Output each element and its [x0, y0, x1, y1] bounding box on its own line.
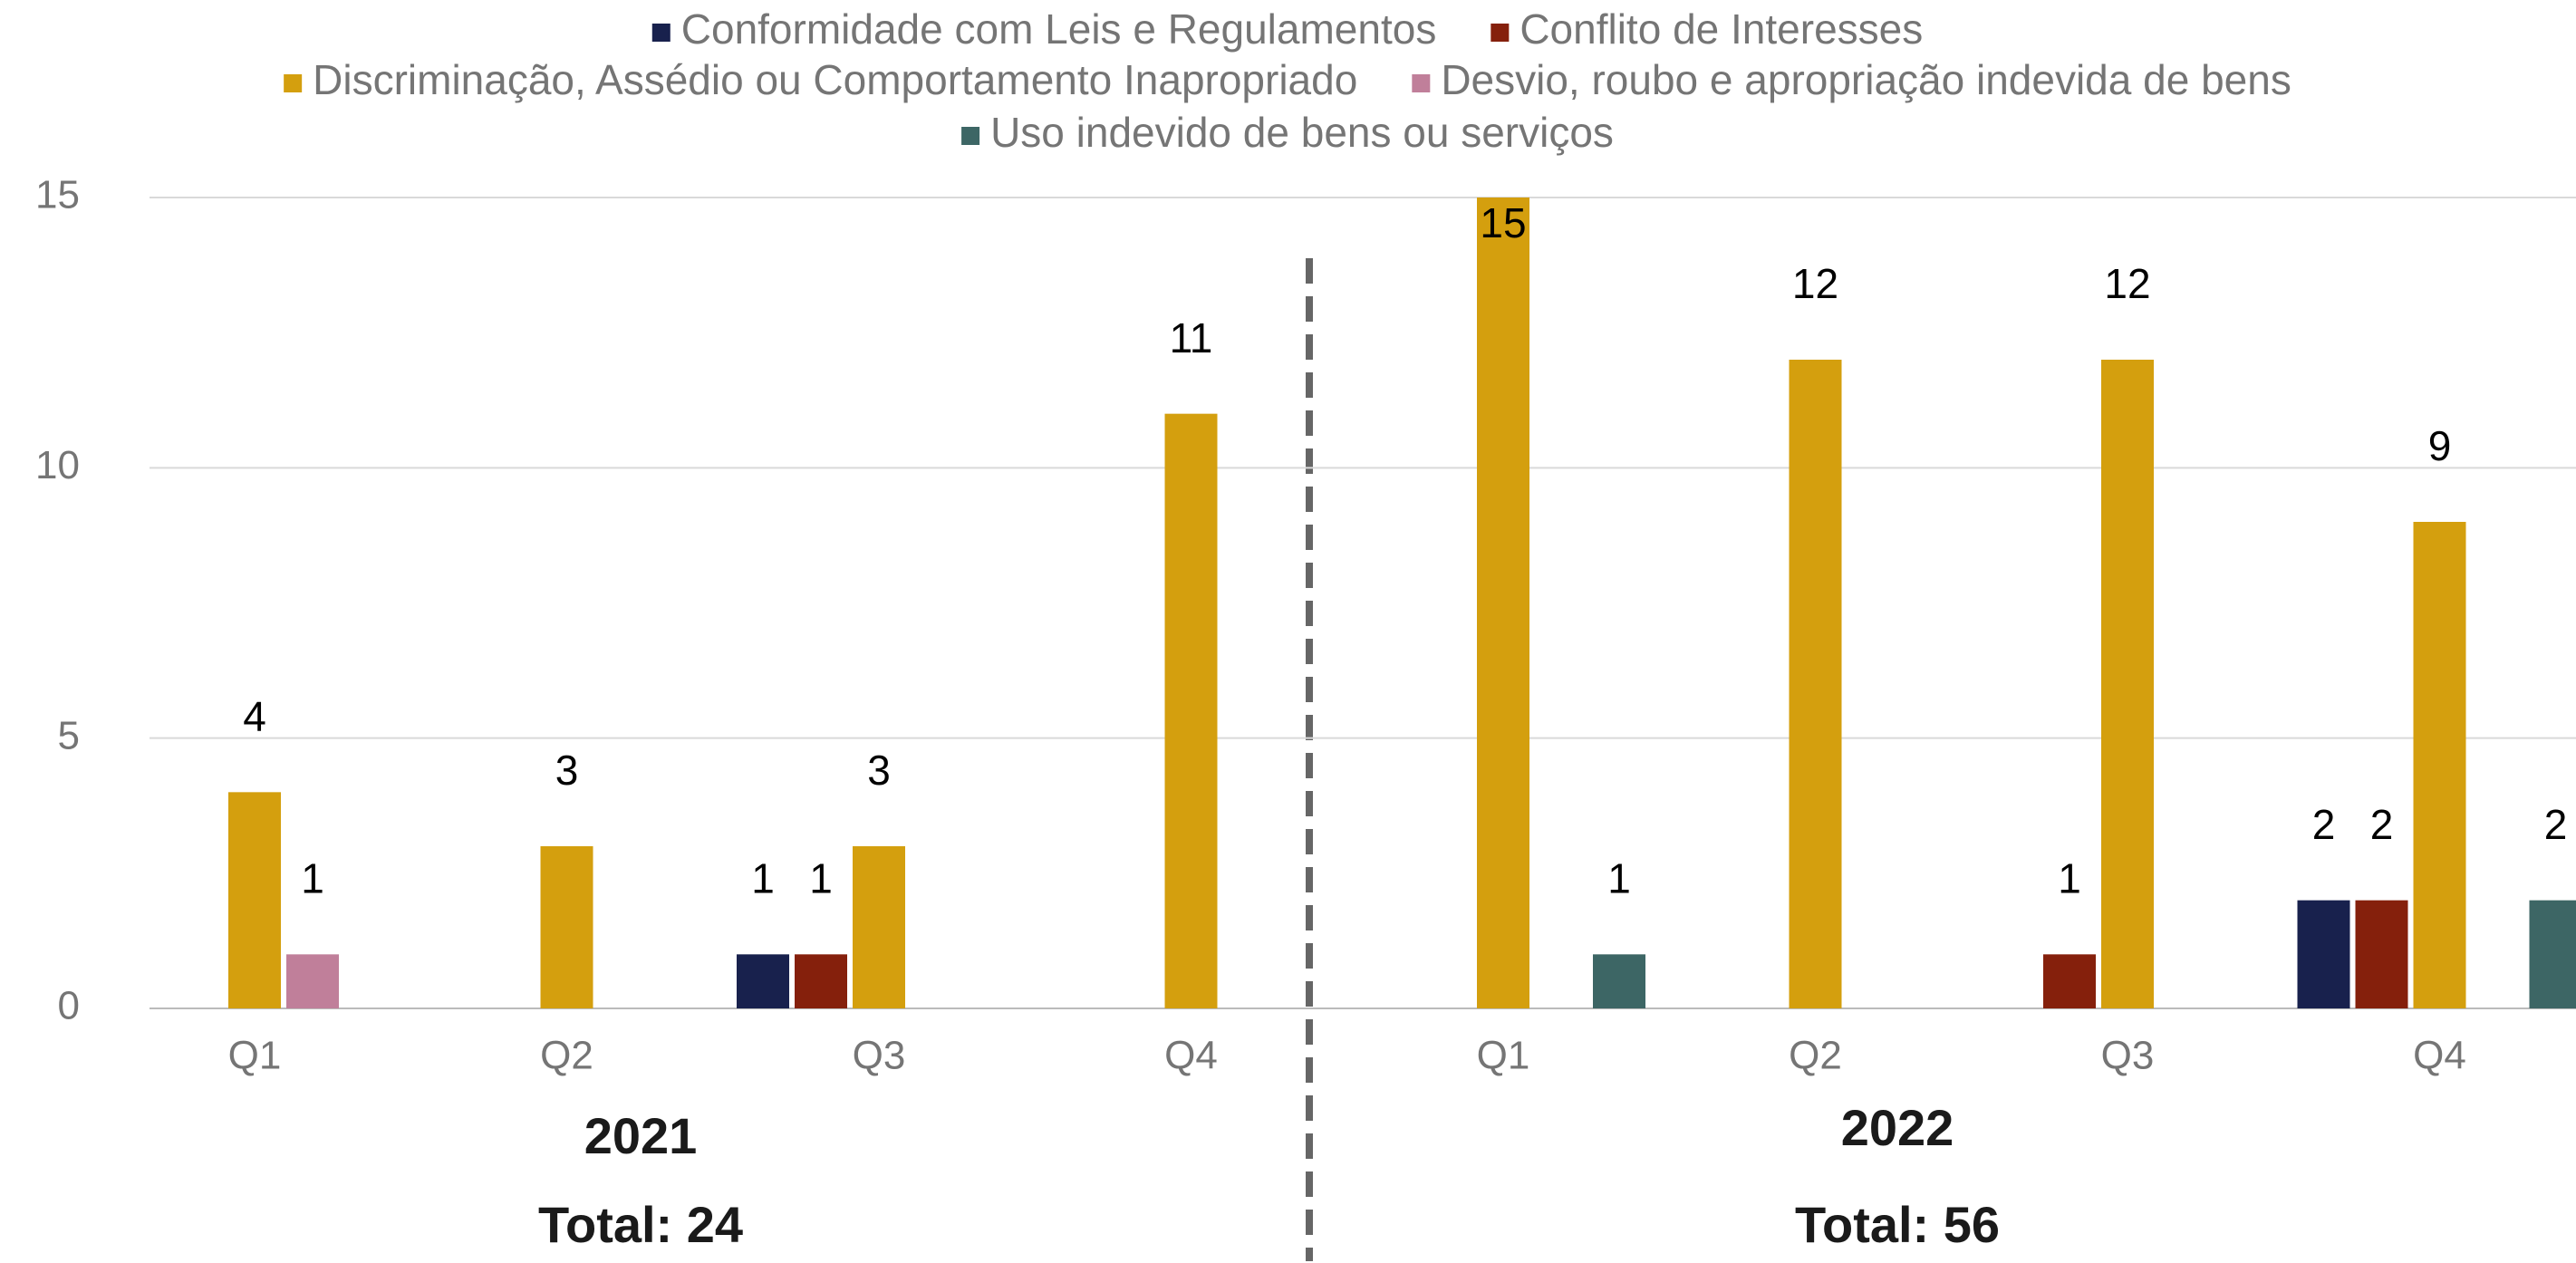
- legend-swatch: [284, 74, 303, 92]
- legend-swatch: [1491, 24, 1510, 42]
- bar: [737, 954, 789, 1008]
- bar: [1593, 954, 1645, 1008]
- legend-label: Uso indevido de bens ou serviços: [990, 109, 1614, 156]
- legend-swatch: [651, 24, 671, 42]
- bar: [1477, 198, 1529, 1008]
- x-tick-label: Q2: [1789, 1034, 1842, 1078]
- data-label: 12: [2104, 260, 2150, 307]
- bar: [2101, 360, 2154, 1008]
- legend-label: Conflito de Interesses: [1520, 5, 1923, 53]
- bar: [540, 846, 593, 1008]
- data-label: 3: [555, 747, 579, 794]
- data-label: 9: [2428, 422, 2452, 469]
- bar: [2043, 954, 2096, 1008]
- bar: [228, 792, 281, 1008]
- data-label: 2: [2312, 801, 2336, 848]
- data-label: 4: [243, 692, 266, 739]
- data-label: 1: [751, 854, 775, 901]
- data-label: 2: [2370, 801, 2394, 848]
- x-tick-label: Q4: [2413, 1034, 2466, 1078]
- legend-swatch: [1412, 74, 1431, 92]
- bar: [795, 954, 847, 1008]
- data-label: 15: [1480, 199, 1526, 246]
- bar: [1164, 413, 1218, 1009]
- data-label: 1: [301, 854, 324, 901]
- legend-label: Desvio, roubo e apropriação indevida de …: [1441, 56, 2291, 103]
- x-tick-label: Q1: [228, 1034, 282, 1078]
- bar: [2529, 900, 2576, 1008]
- x-tick-label: Q1: [1477, 1034, 1530, 1078]
- bar: [2297, 900, 2350, 1008]
- data-label: 2: [2544, 801, 2568, 848]
- legend-swatch: [961, 127, 980, 145]
- legend-label: Discriminação, Assédio ou Comportamento …: [313, 56, 1357, 103]
- data-label: 1: [809, 854, 833, 901]
- x-tick-label: Q4: [1164, 1034, 1218, 1078]
- x-tick-label: Q3: [2101, 1034, 2155, 1078]
- y-tick-label: 5: [58, 713, 80, 757]
- data-label: 12: [1792, 260, 1838, 307]
- data-label: 1: [1607, 854, 1631, 901]
- y-tick-label: 15: [35, 173, 80, 217]
- bar: [1789, 360, 1842, 1008]
- annotation: 2022: [1841, 1099, 1954, 1156]
- data-label: 11: [1170, 314, 1213, 362]
- bar: [2355, 900, 2408, 1008]
- x-tick-label: Q3: [853, 1034, 906, 1078]
- data-label: 3: [867, 747, 891, 794]
- bar: [286, 954, 339, 1008]
- annotation: 2021: [584, 1107, 698, 1164]
- bar: [2413, 522, 2466, 1008]
- annotation: Total: 56: [1795, 1196, 2000, 1253]
- y-tick-label: 0: [58, 984, 80, 1028]
- legend-label: Conformidade com Leis e Regulamentos: [681, 5, 1437, 53]
- y-tick-label: 10: [35, 443, 80, 487]
- bar: [853, 846, 905, 1008]
- data-label: 1: [2058, 854, 2081, 901]
- annotation: Total: 24: [538, 1196, 743, 1253]
- x-tick-label: Q2: [540, 1034, 593, 1078]
